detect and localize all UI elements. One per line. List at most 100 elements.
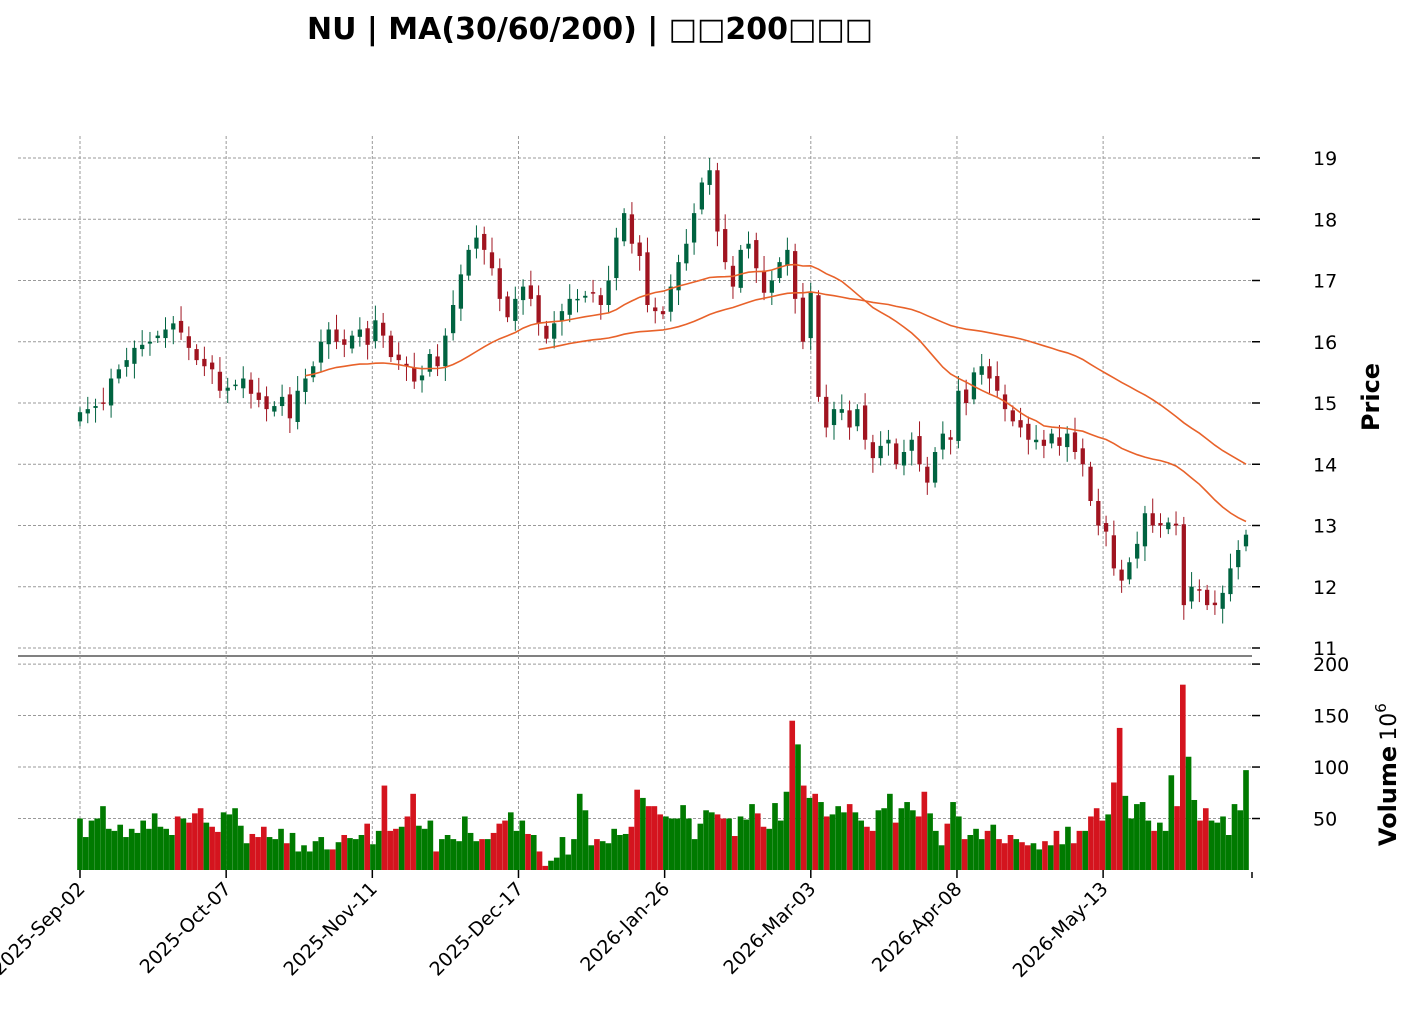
volume-bar xyxy=(651,806,658,870)
volume-bar xyxy=(938,845,945,870)
candle-body xyxy=(1072,432,1078,452)
volume-bar xyxy=(1059,844,1066,870)
date-tick-label: 2025-Oct-07 xyxy=(136,878,236,978)
volume-bar xyxy=(427,820,434,870)
candle-body xyxy=(964,389,969,403)
date-tick-label: 2026-Apr-08 xyxy=(868,878,967,977)
candle-body xyxy=(552,323,557,339)
candle-body xyxy=(1204,589,1210,606)
candle-body xyxy=(1018,420,1023,428)
candle-body xyxy=(1127,562,1132,580)
volume-bar xyxy=(260,826,267,870)
candle-body xyxy=(1080,448,1085,465)
candle-body xyxy=(831,409,837,426)
volume-bar xyxy=(1174,806,1180,870)
candle-body xyxy=(155,335,160,339)
volume-bar xyxy=(238,825,244,870)
volume-bar xyxy=(88,820,95,870)
candle-body xyxy=(241,378,246,389)
candle-body xyxy=(746,243,751,249)
candlesticks xyxy=(77,158,1249,624)
candle-body xyxy=(450,305,456,334)
candle-body xyxy=(326,329,331,345)
candle-body xyxy=(279,396,285,407)
volume-bar xyxy=(335,842,342,870)
volume-bar xyxy=(1220,816,1226,870)
volume-axis: 50 100 150 200 xyxy=(1252,654,1349,831)
date-tick-label: 2026-Jan-26 xyxy=(576,878,674,976)
volume-bar xyxy=(151,813,158,870)
volume-bar xyxy=(743,819,750,870)
volume-bar xyxy=(1030,843,1037,870)
volume-bar xyxy=(1093,808,1100,870)
volume-tick-label: 50 xyxy=(1313,809,1337,831)
candle-body xyxy=(342,339,347,345)
volume-bar xyxy=(301,845,307,870)
volume-bar xyxy=(984,830,991,870)
volume-bar xyxy=(668,818,675,870)
volume-bar xyxy=(829,814,836,870)
volume-bar xyxy=(1197,820,1203,870)
volume-bar xyxy=(100,806,106,870)
volume-bar xyxy=(927,813,933,870)
candle-body xyxy=(598,295,603,305)
volume-bar xyxy=(663,816,669,870)
volume-bar xyxy=(749,804,755,870)
volume-bar xyxy=(680,805,686,870)
candle-body xyxy=(1220,592,1225,609)
volume-bar xyxy=(352,839,359,870)
candle-body xyxy=(909,439,914,451)
date-tick-label: 2026-May-13 xyxy=(1009,878,1113,982)
volume-bar xyxy=(272,839,279,870)
volume-bar xyxy=(433,851,439,870)
volume-bar xyxy=(553,857,560,870)
candle-body xyxy=(404,363,409,367)
candle-body xyxy=(1065,433,1070,448)
candle-body xyxy=(800,297,806,342)
volume-bar xyxy=(82,837,89,870)
candle-body xyxy=(202,358,207,367)
volume-exponent-power: 6 xyxy=(1372,703,1390,713)
volume-bar xyxy=(94,818,101,870)
volume-bar xyxy=(1047,845,1054,870)
volume-bar xyxy=(105,828,112,870)
candle-body xyxy=(505,296,510,318)
candle-body xyxy=(1010,410,1015,422)
volume-bar xyxy=(582,810,589,870)
volume-bar xyxy=(1099,820,1106,870)
candle-body xyxy=(691,213,697,243)
candle-body xyxy=(1243,534,1249,547)
volume-bar xyxy=(220,812,227,870)
volume-bar xyxy=(174,816,181,870)
candle-body xyxy=(1111,535,1116,569)
candle-body xyxy=(217,371,223,391)
volume-bar xyxy=(720,818,727,870)
volume-bar xyxy=(588,845,595,870)
volume-bar xyxy=(186,822,192,870)
date-axis: 2025-Sep-02 2025-Oct-07 2025-Nov-11 2025-De… xyxy=(0,870,1253,982)
volume-tick-label: 200 xyxy=(1313,654,1349,676)
volume-bar xyxy=(754,813,761,870)
candle-body xyxy=(1142,513,1148,547)
volume-bar xyxy=(933,830,939,870)
candle-body xyxy=(847,410,852,428)
candle-body xyxy=(388,335,394,358)
volume-bar xyxy=(347,838,353,870)
volume-bar xyxy=(1007,834,1014,870)
volume-bar xyxy=(823,816,830,870)
candle-body xyxy=(435,356,440,367)
candle-body xyxy=(660,311,666,315)
candle-body xyxy=(862,405,868,440)
volume-bar xyxy=(1013,839,1020,870)
candle-body xyxy=(419,375,425,381)
volume-bar xyxy=(111,830,118,870)
price-axis-label: Price xyxy=(1357,363,1385,431)
candle-body xyxy=(567,298,572,315)
candle-body xyxy=(808,292,813,339)
candle-body xyxy=(684,243,689,264)
volume-bar xyxy=(846,804,853,870)
volume-bar xyxy=(1214,822,1221,870)
volume-bar xyxy=(364,823,371,870)
volume-bar xyxy=(209,826,215,870)
